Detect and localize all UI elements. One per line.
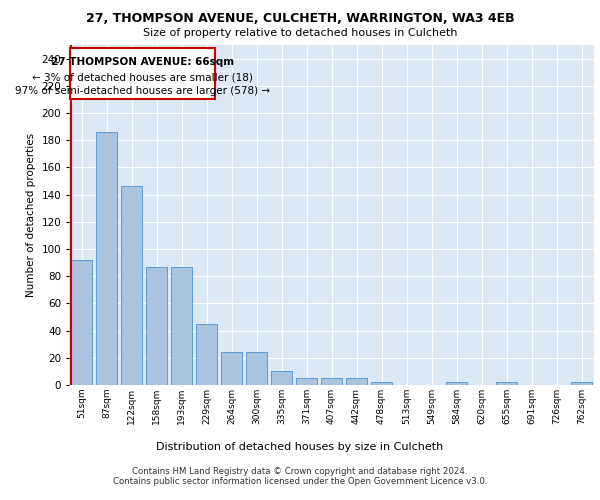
Text: Contains public sector information licensed under the Open Government Licence v3: Contains public sector information licen… — [113, 477, 487, 486]
Bar — [96, 132, 117, 385]
Bar — [121, 186, 142, 385]
Text: 27 THOMPSON AVENUE: 66sqm: 27 THOMPSON AVENUE: 66sqm — [51, 57, 235, 67]
Bar — [346, 378, 367, 385]
Bar — [71, 260, 92, 385]
Bar — [446, 382, 467, 385]
Bar — [221, 352, 242, 385]
Bar — [496, 382, 517, 385]
Bar — [171, 266, 192, 385]
Bar — [296, 378, 317, 385]
Bar — [371, 382, 392, 385]
Bar — [571, 382, 592, 385]
Text: Contains HM Land Registry data © Crown copyright and database right 2024.: Contains HM Land Registry data © Crown c… — [132, 467, 468, 476]
Y-axis label: Number of detached properties: Number of detached properties — [26, 133, 36, 297]
Bar — [271, 372, 292, 385]
Bar — [146, 266, 167, 385]
Text: Distribution of detached houses by size in Culcheth: Distribution of detached houses by size … — [157, 442, 443, 452]
Text: Size of property relative to detached houses in Culcheth: Size of property relative to detached ho… — [143, 28, 457, 38]
Text: 27, THOMPSON AVENUE, CULCHETH, WARRINGTON, WA3 4EB: 27, THOMPSON AVENUE, CULCHETH, WARRINGTO… — [86, 12, 514, 26]
Bar — [321, 378, 342, 385]
Text: 97% of semi-detached houses are larger (578) →: 97% of semi-detached houses are larger (… — [15, 86, 271, 96]
Bar — [246, 352, 267, 385]
Text: ← 3% of detached houses are smaller (18): ← 3% of detached houses are smaller (18) — [32, 72, 253, 82]
FancyBboxPatch shape — [70, 48, 215, 100]
Bar — [196, 324, 217, 385]
